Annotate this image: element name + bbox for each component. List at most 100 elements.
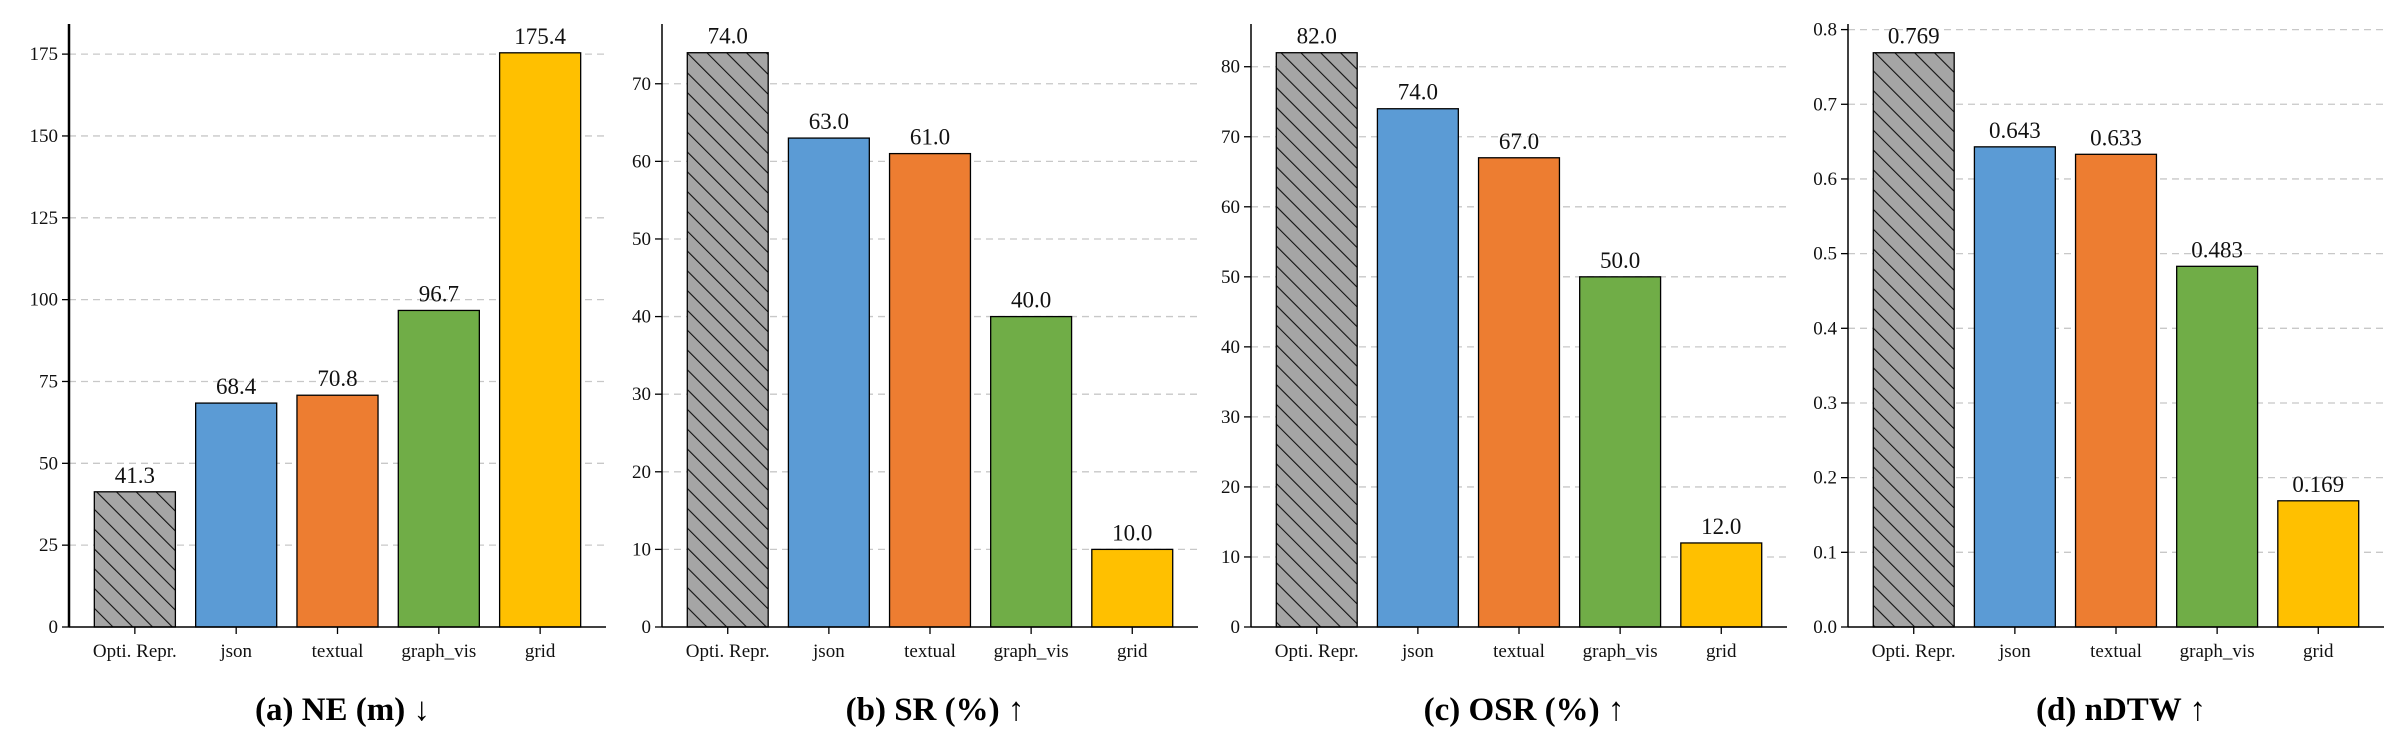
data-label: 74.0 [708, 24, 748, 49]
bar-json [1973, 146, 2056, 628]
x-tick-label: Opti. Repr. [1872, 641, 1956, 662]
x-tick-label: json [812, 641, 845, 662]
chart-title: (b) SR (%) ↑ [846, 692, 1025, 728]
y-tick-label: 50 [39, 453, 58, 474]
bar-textual [888, 152, 972, 628]
y-tick-label: 0.0 [1813, 617, 1837, 638]
data-label: 0.633 [2090, 125, 2142, 150]
data-label: 68.4 [216, 374, 257, 399]
bar-opti--repr- [1275, 52, 1358, 628]
chart-panel-1: 0 25 50 75 100 125 150 175 41.3 Opti. Repr. 68.4 js… [30, 24, 606, 728]
bar-textual [2074, 153, 2158, 628]
data-label: 50.0 [1600, 248, 1640, 273]
chart-panel-4: 0.0 0.1 0.2 0.3 0.4 0.5 0.6 0.7 0.8 0.769 Opti. Re… [1813, 20, 2384, 728]
data-label: 61.0 [910, 125, 950, 150]
y-tick-label: 0.1 [1813, 542, 1837, 563]
bar-opti--repr- [93, 491, 177, 628]
y-tick-label: 0.8 [1813, 20, 1837, 41]
y-tick-label: 60 [1221, 197, 1240, 218]
bar-grid [498, 52, 582, 628]
y-tick-label: 70 [1221, 127, 1240, 148]
x-tick-label: grid [1117, 641, 1148, 662]
bar-json [195, 402, 278, 628]
y-tick-label: 10 [1221, 547, 1240, 568]
chart-title: (d) nDTW ↑ [2036, 692, 2206, 728]
y-tick-label: 0.6 [1813, 169, 1837, 190]
y-tick-label: 50 [1221, 267, 1240, 288]
data-label: 10.0 [1112, 520, 1152, 545]
bar-grid [2277, 500, 2360, 628]
y-tick-label: 0 [642, 617, 652, 638]
y-tick-label: 75 [39, 371, 58, 392]
bar-json [1376, 108, 1459, 628]
x-tick-label: graph_vis [994, 641, 1069, 662]
y-tick-label: 0.4 [1813, 318, 1837, 339]
x-tick-label: json [1998, 641, 2031, 662]
bar-json [787, 137, 870, 628]
x-tick-label: json [1401, 641, 1434, 662]
data-label: 175.4 [514, 24, 566, 49]
y-tick-label: 100 [30, 290, 59, 311]
y-tick-label: 30 [1221, 407, 1240, 428]
x-tick-label: textual [1493, 641, 1545, 662]
bar-graph-vis [1579, 276, 1662, 628]
data-label: 0.169 [2292, 472, 2344, 497]
x-tick-label: json [219, 641, 252, 662]
x-tick-label: textual [312, 641, 364, 662]
y-tick-label: 0 [49, 617, 59, 638]
bar-graph-vis [990, 315, 1073, 628]
x-tick-label: graph_vis [2180, 641, 2255, 662]
x-tick-label: grid [525, 641, 556, 662]
data-label: 0.483 [2191, 237, 2243, 262]
y-tick-label: 150 [30, 126, 59, 147]
bar-textual [1477, 157, 1561, 628]
y-tick-label: 20 [632, 462, 651, 483]
data-label: 96.7 [419, 281, 459, 306]
y-tick-label: 0 [1231, 617, 1241, 638]
y-tick-label: 0.2 [1813, 468, 1837, 489]
chart-panel-2: 0 10 20 30 40 50 60 70 74.0 Opti. Repr. 63.0 json 61… [632, 24, 1198, 728]
data-label: 67.0 [1499, 129, 1539, 154]
x-tick-label: grid [2303, 641, 2334, 662]
data-label: 0.643 [1989, 118, 2041, 143]
x-tick-label: Opti. Repr. [93, 641, 177, 662]
data-label: 63.0 [809, 109, 849, 134]
x-tick-label: textual [2090, 641, 2142, 662]
bar-opti--repr- [1872, 52, 1955, 628]
x-tick-label: Opti. Repr. [686, 641, 770, 662]
y-tick-label: 30 [632, 384, 651, 405]
data-label: 0.769 [1888, 24, 1940, 49]
y-tick-label: 40 [1221, 337, 1240, 358]
data-label: 12.0 [1701, 514, 1741, 539]
y-tick-label: 125 [30, 208, 59, 229]
x-tick-label: textual [904, 641, 956, 662]
y-tick-label: 70 [632, 74, 651, 95]
x-tick-label: Opti. Repr. [1275, 641, 1359, 662]
data-label: 40.0 [1011, 288, 1051, 313]
data-label: 70.8 [317, 366, 357, 391]
x-tick-label: graph_vis [401, 641, 476, 662]
chart-title: (a) NE (m) ↓ [255, 692, 430, 728]
y-tick-label: 0.5 [1813, 244, 1837, 265]
chart-title: (c) OSR (%) ↑ [1424, 692, 1625, 728]
x-tick-label: graph_vis [1583, 641, 1658, 662]
y-tick-label: 40 [632, 307, 651, 328]
bar-opti--repr- [686, 52, 769, 628]
bar-grid [1680, 542, 1763, 628]
bar-graph-vis [397, 309, 480, 628]
y-tick-label: 60 [632, 151, 651, 172]
data-label: 82.0 [1297, 24, 1337, 49]
y-tick-label: 80 [1221, 57, 1240, 78]
bar-grid [1091, 548, 1174, 628]
y-tick-label: 25 [39, 535, 58, 556]
y-tick-label: 20 [1221, 477, 1240, 498]
data-label: 74.0 [1398, 80, 1438, 105]
bar-textual [296, 394, 379, 628]
chart-panel-3: 0 10 20 30 40 50 60 70 80 82.0 Opti. Repr. 74.0 json… [1221, 24, 1787, 728]
bar-graph-vis [2176, 265, 2259, 628]
data-label: 41.3 [115, 463, 155, 488]
x-tick-label: grid [1706, 641, 1737, 662]
y-tick-label: 0.3 [1813, 393, 1837, 414]
y-tick-label: 175 [30, 44, 59, 65]
